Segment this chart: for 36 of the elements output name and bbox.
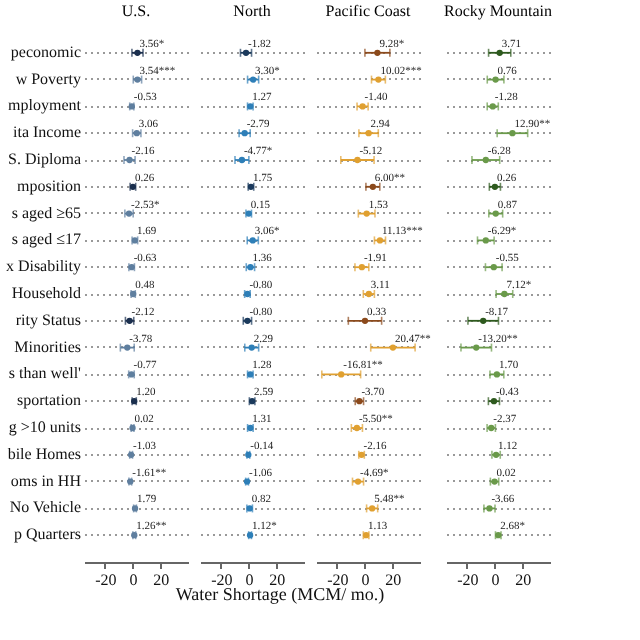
x-tick-label: -20	[457, 571, 479, 589]
chart-title: Rocky Mountain	[444, 2, 552, 20]
y-tick-label: p Quarters	[13, 525, 81, 544]
y-tick-label: s than well'	[8, 364, 83, 383]
y-tick-label: sportation	[17, 391, 81, 410]
y-tick-label: g >10 units	[8, 418, 81, 436]
y-tick-label: x Disability	[5, 257, 81, 276]
x-tick-label: 0	[361, 571, 370, 589]
chart-title: Pacific Coast	[325, 2, 412, 20]
y-tick-label: w Poverty	[15, 69, 81, 88]
y-tick-label: s aged ≤17	[11, 230, 81, 249]
y-tick-label: S. Diploma	[8, 150, 82, 168]
x-tick-label: 20	[153, 571, 170, 589]
y-tick-label: Minorities	[14, 337, 81, 356]
x-tick-label: 0	[245, 571, 254, 589]
y-tick-label: bile Homes	[7, 444, 81, 463]
x-tick-label: 0	[129, 571, 138, 589]
x-tick-label: -20	[211, 571, 233, 589]
y-tick-label: peconomic	[10, 42, 82, 61]
y-tick-label: oms in HH	[10, 471, 82, 490]
x-tick-label: -20	[95, 571, 117, 589]
x-tick-label: 20	[385, 571, 402, 589]
y-tick-label: rity Status	[15, 310, 81, 329]
x-tick-label: 0	[491, 571, 500, 589]
x-tick-label: -20	[327, 571, 349, 589]
y-tick-label: mposition	[16, 176, 81, 195]
y-tick-label: ita Income	[13, 123, 82, 142]
y-tick-label: No Vehicle	[9, 498, 82, 517]
y-tick-label: s aged ≥65	[11, 203, 81, 222]
x-tick-label: 20	[515, 571, 532, 589]
y-tick-label: Household	[11, 284, 81, 302]
chart-title: North	[233, 2, 271, 20]
x-tick-label: 20	[269, 571, 286, 589]
y-tick-label: mployment	[8, 96, 83, 115]
chart-title: U.S.	[121, 2, 151, 20]
x-axis-title: Water Shortage (MCM/ mo.)	[175, 584, 385, 604]
